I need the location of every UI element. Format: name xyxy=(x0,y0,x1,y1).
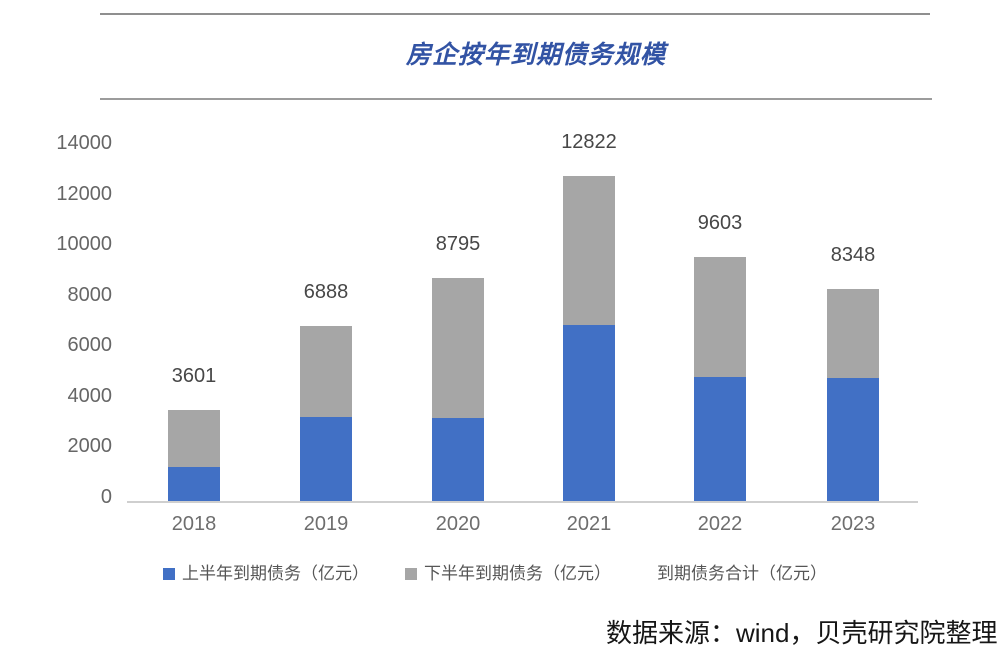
legend-item-first-half: 上半年到期债务（亿元） xyxy=(163,563,369,585)
bar-2023-second-half xyxy=(827,289,879,378)
legend-item-total: 到期债务合计（亿元） xyxy=(657,563,827,585)
legend-swatch-blue xyxy=(163,568,175,580)
total-label-2020: 8795 xyxy=(435,232,481,255)
bar-2018-first-half xyxy=(168,466,220,501)
bar-2022-second-half xyxy=(694,257,746,377)
y-tick-4000: 4000 xyxy=(67,384,113,407)
total-label-2022: 9603 xyxy=(697,212,743,235)
bar-2021-first-half xyxy=(563,324,615,501)
legend-label-second-half: 下半年到期债务（亿元） xyxy=(424,564,611,583)
x-axis-line xyxy=(127,501,918,503)
bar-2022-first-half xyxy=(694,376,746,501)
title-divider xyxy=(100,98,932,100)
y-tick-6000: 6000 xyxy=(67,334,113,357)
bar-2019-first-half xyxy=(300,416,352,501)
total-label-2021: 12822 xyxy=(561,130,617,153)
legend-label-first-half: 上半年到期债务（亿元） xyxy=(182,564,369,583)
x-tick-2018: 2018 xyxy=(171,513,217,535)
bar-2023-first-half xyxy=(827,378,879,501)
y-tick-2000: 2000 xyxy=(67,435,113,458)
top-divider xyxy=(100,13,930,15)
x-tick-2020: 2020 xyxy=(435,513,481,535)
y-tick-14000: 14000 xyxy=(56,132,112,154)
total-label-2019: 6888 xyxy=(303,281,349,304)
data-source: 数据来源：wind，贝壳研究院整理 xyxy=(606,618,998,648)
chart-legend: 上半年到期债务（亿元） 下半年到期债务（亿元） 到期债务合计（亿元） xyxy=(0,563,1000,587)
bar-2021-second-half xyxy=(563,175,615,325)
bar-2018-second-half xyxy=(168,409,220,467)
bar-2020-second-half xyxy=(432,277,484,418)
bar-2019-second-half xyxy=(300,326,352,417)
bar-2020-first-half xyxy=(432,417,484,501)
total-label-2018: 3601 xyxy=(171,364,217,387)
chart-title: 房企按年到期债务规模 xyxy=(405,41,666,69)
y-tick-10000: 10000 xyxy=(56,233,112,256)
y-tick-12000: 12000 xyxy=(56,182,112,205)
legend-swatch-gray xyxy=(405,568,417,580)
y-tick-8000: 8000 xyxy=(67,283,113,306)
x-tick-2022: 2022 xyxy=(697,513,743,535)
y-tick-0: 0 xyxy=(100,486,112,508)
x-tick-2023: 2023 xyxy=(830,513,876,535)
legend-label-total: 到期债务合计（亿元） xyxy=(657,564,827,583)
total-label-2023: 8348 xyxy=(830,244,876,267)
x-tick-2021: 2021 xyxy=(566,513,612,535)
x-tick-2019: 2019 xyxy=(303,513,349,535)
legend-item-second-half: 下半年到期债务（亿元） xyxy=(405,563,611,585)
